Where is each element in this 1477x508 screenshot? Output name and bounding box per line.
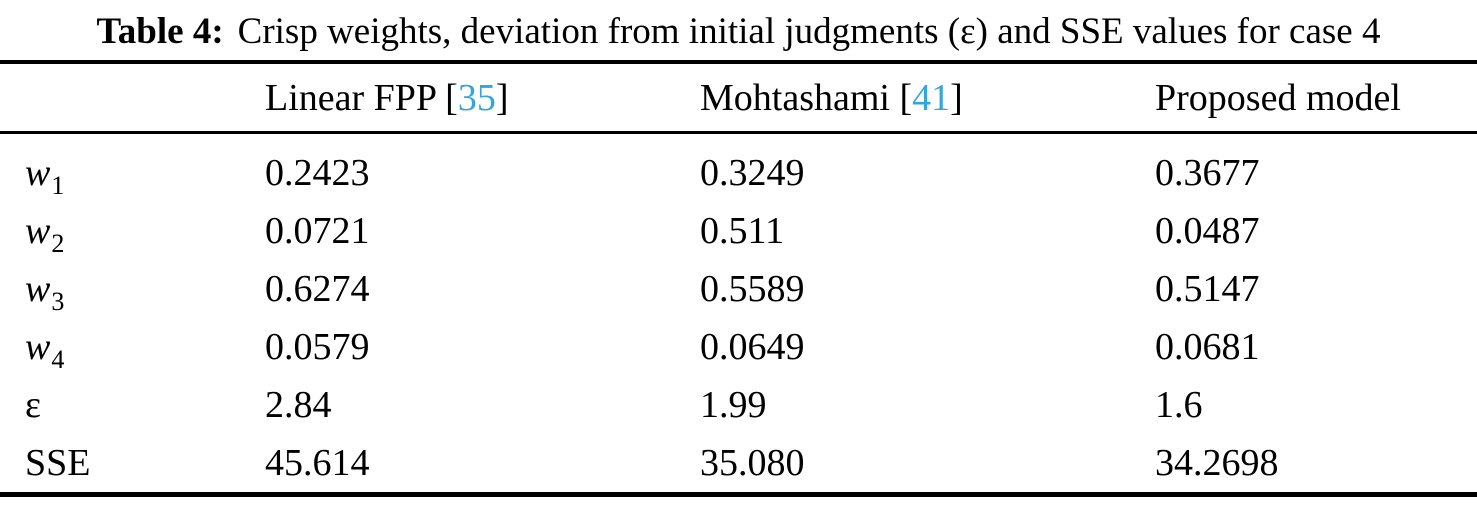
row-label-subscript: 4	[51, 345, 65, 374]
header-cell-linear-fpp: Linear FPP [35]	[265, 76, 700, 120]
cell-w3-mohtashami: 0.5589	[700, 268, 805, 310]
table-row-sse: SSE 45.614 35.080 34.2698	[0, 434, 1477, 492]
cell-w1-linear-fpp: 0.2423	[265, 152, 370, 194]
table-caption-text: Crisp weights, deviation from initial ju…	[237, 10, 1381, 52]
header-label: ]	[495, 76, 509, 119]
cell-sse-mohtashami: 35.080	[700, 442, 805, 484]
table-row-w3: w3 0.6274 0.5589 0.5147	[0, 260, 1477, 318]
header-label: Proposed model	[1155, 76, 1401, 119]
row-label-subscript: 3	[51, 287, 65, 316]
cell-w3-proposed-model: 0.5147	[1155, 268, 1260, 310]
row-label-epsilon: ε	[0, 383, 265, 427]
row-label-base: ε	[25, 384, 41, 426]
cell-w1-proposed-model: 0.3677	[1155, 152, 1260, 194]
cell-w2-linear-fpp: 0.0721	[265, 210, 370, 252]
table-body: w1 0.2423 0.3249 0.3677 w2 0.0721 0.511 …	[0, 134, 1477, 492]
citation-link-41[interactable]: 41	[912, 76, 951, 119]
cell-epsilon-mohtashami: 1.99	[700, 384, 767, 426]
cell-sse-linear-fpp: 45.614	[265, 442, 370, 484]
row-label-sse: SSE	[0, 441, 265, 485]
table-header-rule	[0, 131, 1477, 134]
cell-w4-proposed-model: 0.0681	[1155, 326, 1260, 368]
table-row-w1: w1 0.2423 0.3249 0.3677	[0, 144, 1477, 202]
row-label-base: w	[25, 268, 51, 310]
cell-w3-linear-fpp: 0.6274	[265, 268, 370, 310]
table-top-rule	[0, 60, 1477, 64]
header-label: Mohtashami [	[700, 76, 913, 119]
citation-link-35[interactable]: 35	[457, 76, 496, 119]
table-row-w2: w2 0.0721 0.511 0.0487	[0, 202, 1477, 260]
table-row-w4: w4 0.0579 0.0649 0.0681	[0, 318, 1477, 376]
cell-w4-mohtashami: 0.0649	[700, 326, 805, 368]
header-cell-mohtashami: Mohtashami [41]	[700, 76, 1155, 120]
cell-w4-linear-fpp: 0.0579	[265, 326, 370, 368]
row-label-subscript: 2	[51, 229, 65, 258]
row-label-subscript: 1	[51, 171, 65, 200]
row-label-w1: w1	[0, 151, 265, 200]
cell-sse-proposed-model: 34.2698	[1155, 442, 1279, 484]
cell-w1-mohtashami: 0.3249	[700, 152, 805, 194]
header-label: Linear FPP [	[265, 76, 458, 119]
row-label-base: w	[25, 326, 51, 368]
table-bottom-rule	[0, 492, 1477, 497]
table-row-epsilon: ε 2.84 1.99 1.6	[0, 376, 1477, 434]
table-caption: Table 4: Crisp weights, deviation from i…	[0, 0, 1477, 58]
cell-epsilon-linear-fpp: 2.84	[265, 384, 332, 426]
header-label: ]	[950, 76, 963, 119]
cell-w2-mohtashami: 0.511	[700, 210, 785, 252]
row-label-w3: w3	[0, 267, 265, 316]
row-label-w2: w2	[0, 209, 265, 258]
cell-epsilon-proposed-model: 1.6	[1155, 384, 1203, 426]
header-cell-proposed-model: Proposed model	[1155, 76, 1477, 120]
row-label-base: w	[25, 210, 51, 252]
table-header-row: Linear FPP [35] Mohtashami [41] Proposed…	[0, 64, 1477, 131]
cell-w2-proposed-model: 0.0487	[1155, 210, 1260, 252]
row-label-base: w	[25, 152, 51, 194]
row-label-base: SSE	[25, 442, 91, 484]
table-caption-label: Table 4:	[96, 10, 224, 52]
row-label-w4: w4	[0, 325, 265, 374]
